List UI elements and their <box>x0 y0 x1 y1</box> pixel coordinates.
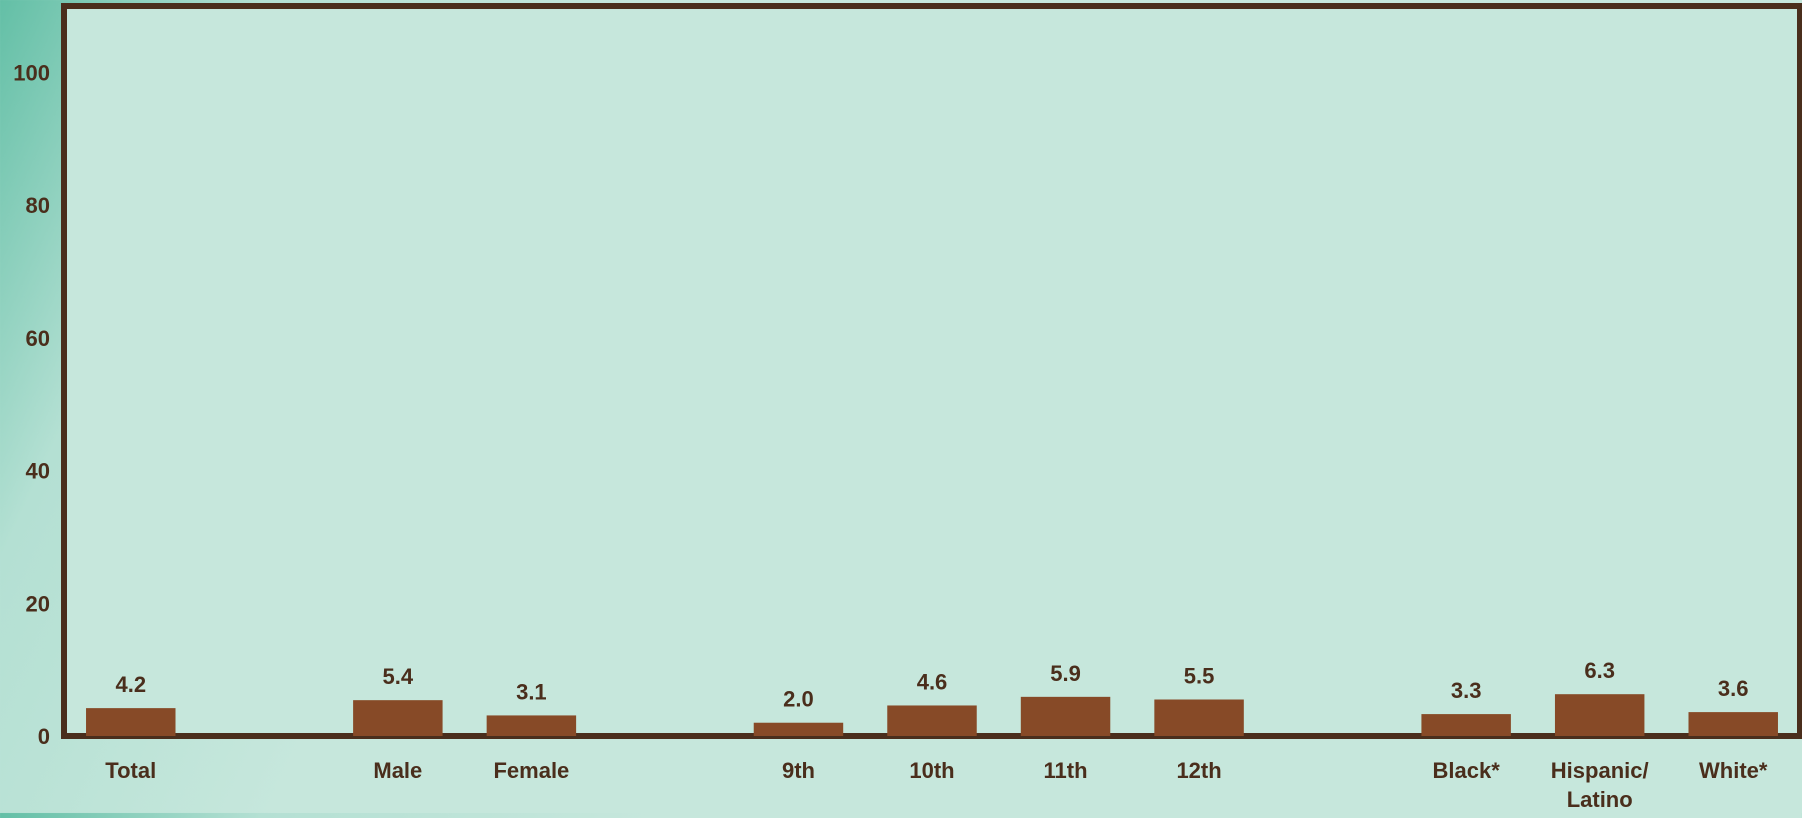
x-tick-label: Female <box>493 758 569 783</box>
bar <box>1020 696 1111 736</box>
x-tick-label: 9th <box>782 758 815 783</box>
y-axis-ticks: 0 20 40 60 80 100 <box>13 60 50 749</box>
x-tick-label-line: Total <box>105 758 156 783</box>
bar <box>887 705 977 736</box>
bar <box>1421 714 1511 736</box>
data-label: 4.2 <box>115 672 146 697</box>
data-label: 3.1 <box>516 679 547 704</box>
x-tick-label-line: 10th <box>909 758 954 783</box>
x-tick-label-line: 11th <box>1044 758 1088 783</box>
bar <box>1554 694 1645 736</box>
y-tick-label: 100 <box>13 60 50 85</box>
x-axis-labels: Total Male Female 9th 10th 11th 12th Black* Hisp… <box>105 758 1768 812</box>
x-tick-label-line: Male <box>373 758 422 783</box>
x-tick-label: 12th <box>1176 758 1221 783</box>
bar <box>86 708 176 736</box>
data-label: 3.3 <box>1451 678 1482 703</box>
x-tick-label: 11th <box>1044 758 1088 783</box>
data-label: 6.3 <box>1584 658 1615 683</box>
x-tick-label: Total <box>105 758 156 783</box>
bar <box>353 700 443 736</box>
bar <box>486 715 577 736</box>
x-tick-label: Male <box>373 758 422 783</box>
x-tick-label-line: Hispanic/ <box>1551 758 1649 783</box>
bar <box>1688 712 1778 736</box>
y-tick-label: 80 <box>26 193 50 218</box>
bar <box>1154 699 1244 736</box>
x-tick-label-line: Black* <box>1433 758 1501 783</box>
data-label: 5.5 <box>1184 664 1215 689</box>
x-tick-label: Black* <box>1433 758 1501 783</box>
y-tick-label: 0 <box>38 724 50 749</box>
y-tick-label: 20 <box>26 591 50 616</box>
bars-group <box>86 694 1778 736</box>
x-tick-label: 10th <box>909 758 954 783</box>
data-label: 5.9 <box>1050 661 1081 686</box>
plot-area <box>61 3 1802 739</box>
bar <box>753 722 844 736</box>
data-label: 4.6 <box>917 669 948 694</box>
x-tick-label-line: White* <box>1699 758 1768 783</box>
x-tick-label-line: 12th <box>1176 758 1221 783</box>
data-label: 5.4 <box>383 664 414 689</box>
x-tick-label: White* <box>1699 758 1768 783</box>
y-tick-label: 40 <box>26 459 50 484</box>
data-label: 3.6 <box>1718 676 1749 701</box>
x-tick-label-line: 9th <box>782 758 815 783</box>
data-label: 2.0 <box>783 687 814 712</box>
x-tick-label-line: Latino <box>1567 787 1633 812</box>
value-labels-group: 4.2 5.4 3.1 2.0 4.6 5.9 5.5 3.3 6.3 3.6 <box>115 658 1748 712</box>
x-tick-label: Hispanic/Latino <box>1551 758 1649 812</box>
x-tick-label-line: Female <box>493 758 569 783</box>
y-tick-label: 60 <box>26 326 50 351</box>
